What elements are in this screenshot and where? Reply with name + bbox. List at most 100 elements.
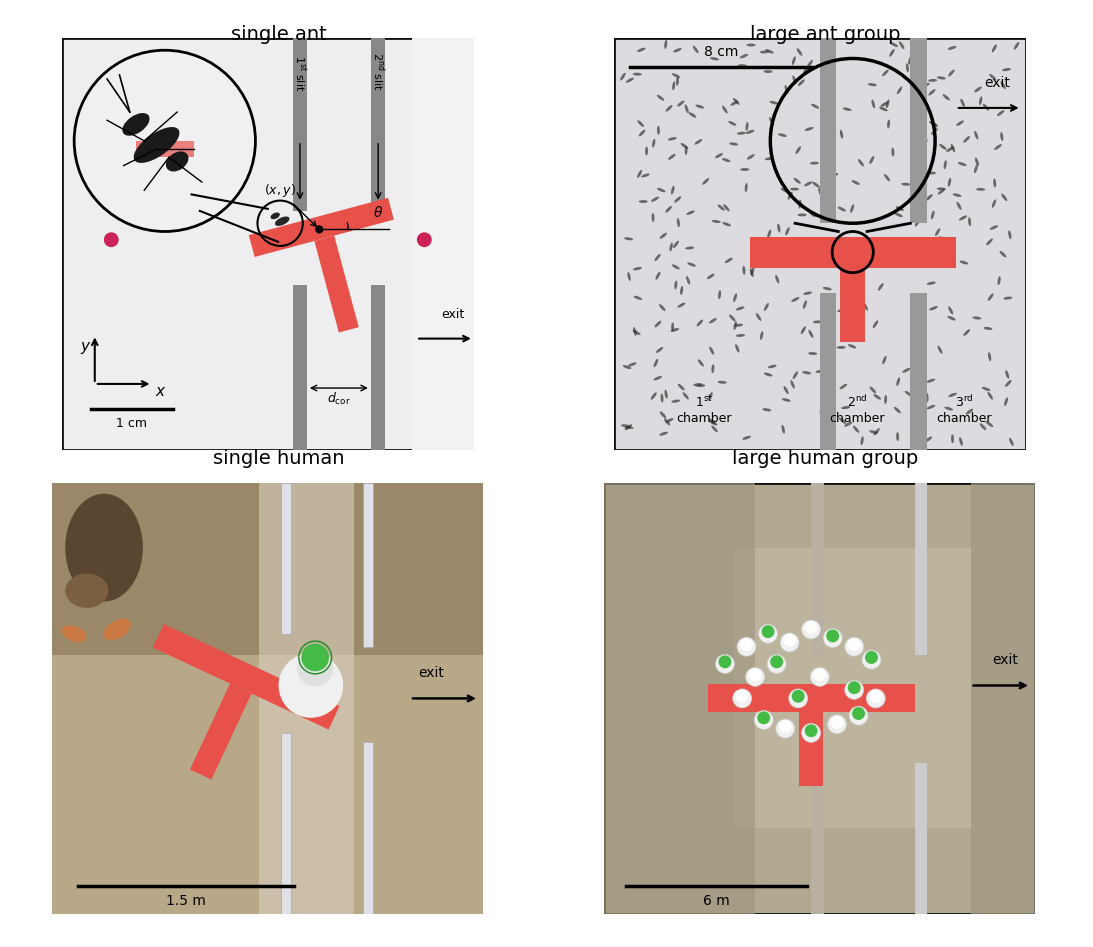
Ellipse shape (725, 258, 732, 263)
Ellipse shape (938, 346, 942, 354)
Ellipse shape (851, 276, 858, 282)
Ellipse shape (1002, 68, 1011, 71)
Ellipse shape (733, 321, 737, 331)
Text: 1.5 m: 1.5 m (166, 894, 205, 908)
Ellipse shape (810, 162, 819, 165)
Ellipse shape (821, 294, 831, 296)
Ellipse shape (803, 292, 812, 295)
Ellipse shape (684, 146, 687, 155)
Ellipse shape (790, 380, 795, 388)
Text: $x$: $x$ (154, 384, 166, 400)
Circle shape (780, 633, 799, 652)
Ellipse shape (722, 223, 731, 226)
Text: single human: single human (213, 449, 344, 468)
Circle shape (865, 651, 878, 664)
Ellipse shape (927, 379, 936, 383)
Ellipse shape (927, 404, 936, 409)
Text: $y$: $y$ (81, 340, 92, 356)
Circle shape (754, 710, 773, 729)
Ellipse shape (915, 375, 922, 380)
Ellipse shape (858, 159, 863, 167)
Polygon shape (190, 684, 251, 779)
Ellipse shape (670, 242, 673, 252)
Ellipse shape (931, 128, 938, 134)
Ellipse shape (881, 101, 889, 107)
Polygon shape (799, 712, 823, 786)
Ellipse shape (868, 237, 873, 244)
Ellipse shape (982, 387, 990, 391)
Ellipse shape (103, 618, 131, 640)
Ellipse shape (839, 130, 843, 138)
Text: $(x, y)$: $(x, y)$ (265, 183, 316, 226)
Ellipse shape (948, 178, 951, 187)
Ellipse shape (959, 215, 967, 221)
Ellipse shape (830, 173, 838, 177)
Ellipse shape (935, 262, 942, 267)
Ellipse shape (902, 183, 910, 186)
Ellipse shape (660, 411, 667, 419)
Ellipse shape (976, 188, 985, 190)
Ellipse shape (656, 347, 663, 353)
Ellipse shape (696, 384, 705, 387)
Ellipse shape (961, 98, 965, 107)
Ellipse shape (708, 392, 713, 401)
Circle shape (849, 706, 868, 725)
Ellipse shape (807, 60, 813, 67)
Text: exit: exit (442, 308, 465, 321)
Circle shape (827, 715, 846, 734)
Ellipse shape (896, 432, 900, 441)
Ellipse shape (687, 262, 696, 267)
Ellipse shape (856, 283, 862, 291)
Ellipse shape (988, 294, 994, 301)
Bar (910, 294, 927, 450)
Ellipse shape (668, 137, 677, 140)
Ellipse shape (655, 254, 660, 261)
Circle shape (813, 669, 826, 681)
Ellipse shape (681, 143, 689, 149)
Ellipse shape (968, 217, 971, 226)
Ellipse shape (620, 73, 625, 80)
Ellipse shape (801, 326, 806, 334)
Ellipse shape (657, 95, 665, 100)
Ellipse shape (671, 186, 674, 194)
Polygon shape (315, 236, 359, 332)
Bar (259, 483, 354, 914)
Ellipse shape (677, 218, 680, 227)
Ellipse shape (825, 189, 831, 197)
Ellipse shape (712, 220, 720, 223)
Ellipse shape (733, 98, 740, 105)
Ellipse shape (927, 171, 936, 174)
Ellipse shape (855, 310, 860, 317)
Ellipse shape (768, 117, 774, 125)
Ellipse shape (697, 359, 704, 366)
Ellipse shape (995, 144, 1002, 150)
Ellipse shape (637, 170, 643, 178)
Ellipse shape (710, 57, 719, 61)
Ellipse shape (956, 202, 962, 210)
Ellipse shape (638, 130, 646, 136)
Circle shape (762, 625, 775, 638)
Ellipse shape (889, 258, 896, 263)
Ellipse shape (744, 183, 748, 192)
Ellipse shape (624, 426, 634, 429)
Ellipse shape (656, 272, 660, 279)
Ellipse shape (740, 54, 748, 59)
Ellipse shape (666, 105, 672, 112)
Circle shape (416, 232, 432, 247)
Circle shape (315, 225, 324, 234)
Ellipse shape (767, 365, 777, 368)
Text: exit: exit (419, 666, 445, 680)
Ellipse shape (803, 66, 810, 73)
Ellipse shape (833, 159, 835, 169)
Ellipse shape (983, 103, 989, 111)
Circle shape (104, 232, 119, 247)
Ellipse shape (621, 424, 630, 427)
Ellipse shape (791, 297, 799, 302)
Ellipse shape (693, 45, 698, 53)
Ellipse shape (951, 435, 954, 443)
Circle shape (831, 716, 844, 728)
Ellipse shape (685, 246, 694, 249)
Circle shape (749, 669, 762, 681)
Ellipse shape (873, 320, 879, 328)
Ellipse shape (747, 44, 755, 46)
